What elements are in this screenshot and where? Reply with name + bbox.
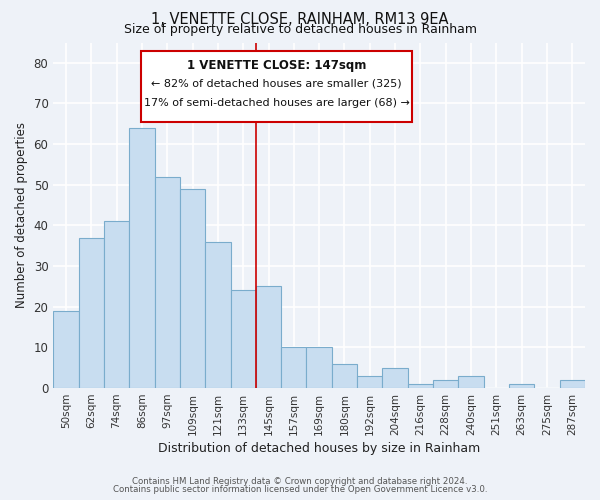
Bar: [230, 290, 256, 388]
Text: 1 VENETTE CLOSE: 147sqm: 1 VENETTE CLOSE: 147sqm: [187, 59, 366, 72]
Text: 17% of semi-detached houses are larger (68) →: 17% of semi-detached houses are larger (…: [143, 98, 410, 108]
Bar: [307, 348, 332, 388]
Bar: [180, 189, 205, 388]
Bar: [281, 348, 307, 388]
Bar: [382, 368, 408, 388]
Bar: [433, 380, 458, 388]
Bar: [155, 176, 180, 388]
Y-axis label: Number of detached properties: Number of detached properties: [15, 122, 28, 308]
Bar: [53, 311, 79, 388]
Text: Size of property relative to detached houses in Rainham: Size of property relative to detached ho…: [124, 22, 476, 36]
FancyBboxPatch shape: [141, 51, 412, 122]
Text: Contains HM Land Registry data © Crown copyright and database right 2024.: Contains HM Land Registry data © Crown c…: [132, 477, 468, 486]
Bar: [458, 376, 484, 388]
Bar: [79, 238, 104, 388]
Text: ← 82% of detached houses are smaller (325): ← 82% of detached houses are smaller (32…: [151, 79, 402, 89]
Bar: [509, 384, 535, 388]
Bar: [256, 286, 281, 388]
Bar: [205, 242, 230, 388]
Bar: [104, 222, 129, 388]
X-axis label: Distribution of detached houses by size in Rainham: Distribution of detached houses by size …: [158, 442, 480, 455]
Bar: [408, 384, 433, 388]
Bar: [560, 380, 585, 388]
Text: Contains public sector information licensed under the Open Government Licence v3: Contains public sector information licen…: [113, 486, 487, 494]
Bar: [129, 128, 155, 388]
Bar: [357, 376, 382, 388]
Text: 1, VENETTE CLOSE, RAINHAM, RM13 9EA: 1, VENETTE CLOSE, RAINHAM, RM13 9EA: [151, 12, 449, 28]
Bar: [332, 364, 357, 388]
